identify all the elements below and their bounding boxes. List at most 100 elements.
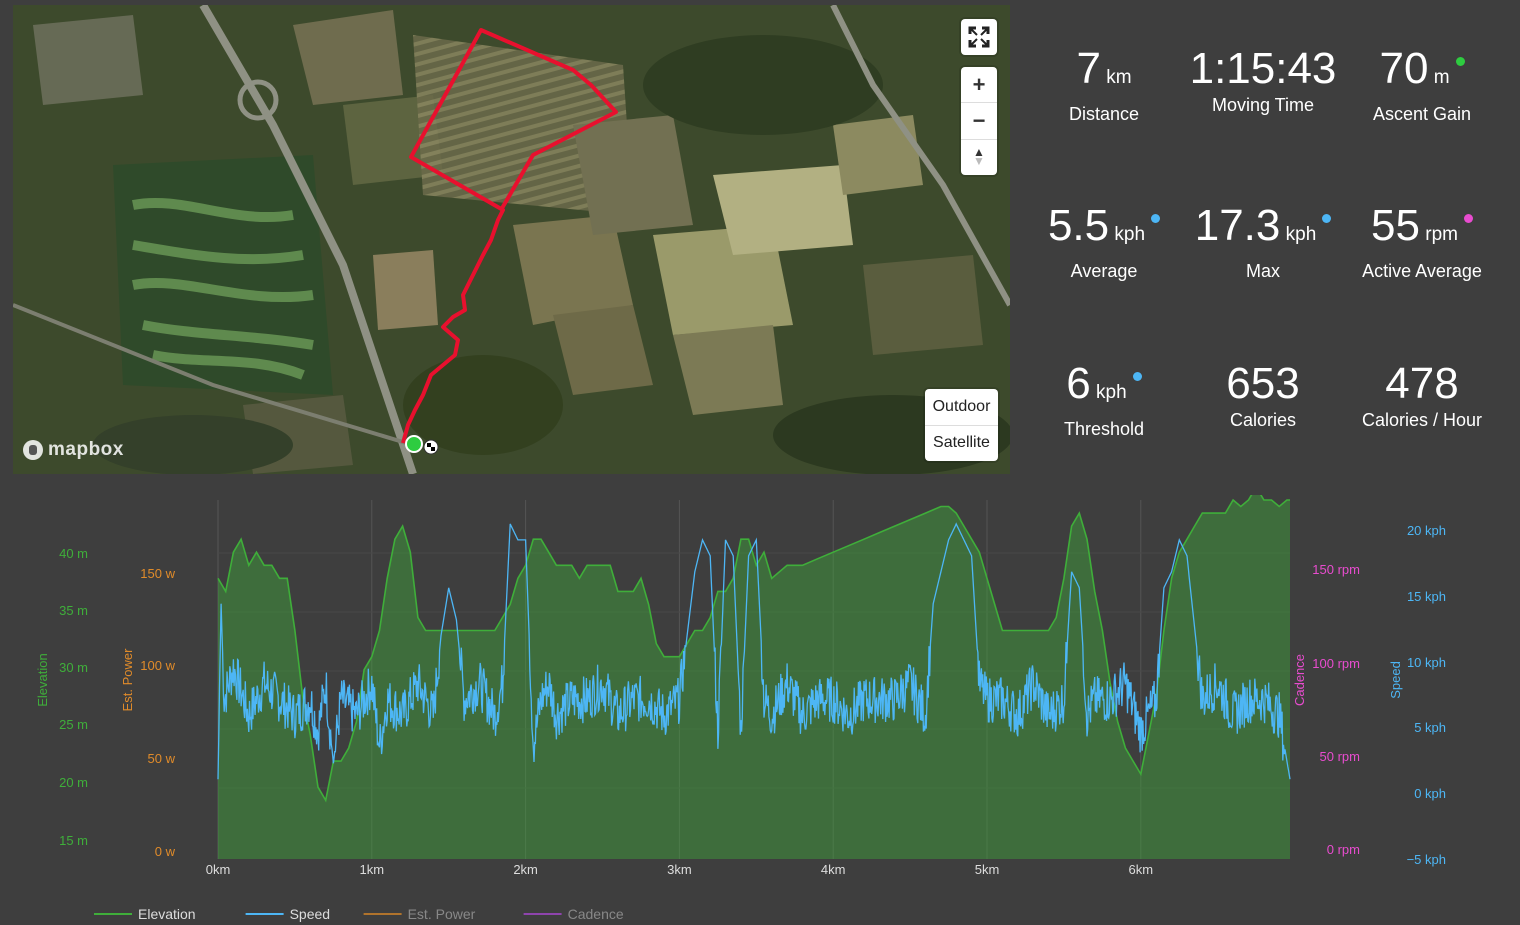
cadence-tick-label: 0 rpm	[1327, 842, 1360, 857]
x-tick-label: 3km	[667, 862, 692, 877]
x-tick-label: 4km	[821, 862, 846, 877]
route-line	[401, 28, 618, 444]
elevation-tick-label: 25 m	[59, 717, 88, 732]
stat-value: 1:15:43	[1183, 45, 1343, 93]
series-color-dot	[1322, 213, 1332, 223]
stat-value: 7 km	[1024, 45, 1184, 102]
elevation-area	[218, 495, 1290, 859]
stat-distance: 7 km Distance	[1024, 45, 1184, 125]
stat-label: Average	[1070, 261, 1138, 281]
series-color-dot	[1455, 56, 1465, 66]
cadence-tick-label: 150 rpm	[1312, 562, 1360, 577]
stat-active-average: 55 rpm Active Average	[1342, 202, 1502, 282]
mapbox-icon	[23, 440, 43, 460]
stat-number: 478	[1385, 359, 1459, 408]
stat-unit: m	[1428, 67, 1450, 88]
style-outdoor-button[interactable]: Outdoor	[925, 389, 998, 426]
activity-chart[interactable]: 0km 1km 2km 3km 4km 5km 6km 15 m 20 m 25 m 30 m 35 …	[0, 495, 1520, 925]
mapbox-wordmark: mapbox	[48, 439, 124, 460]
stat-unit: kph	[1280, 224, 1317, 245]
stat-value: 478	[1342, 360, 1502, 408]
stat-number: 70	[1379, 44, 1429, 93]
x-tick-label: 6km	[1129, 862, 1154, 877]
stat-label: Max	[1245, 261, 1280, 281]
x-tick-label: 5km	[975, 862, 1000, 877]
stat-value: 55 rpm	[1342, 202, 1502, 259]
x-tick-label: 2km	[513, 862, 538, 877]
start-marker	[405, 435, 423, 453]
series-color-dot	[1151, 213, 1161, 223]
cadence-tick-label: 50 rpm	[1320, 749, 1360, 764]
power-tick-label: 0 w	[155, 844, 176, 859]
stat-value: 17.3 kph	[1183, 202, 1343, 259]
speed-tick-label: 15 kph	[1407, 589, 1446, 604]
style-satellite-button[interactable]: Satellite	[933, 434, 990, 452]
stat-label: Threshold	[1063, 419, 1145, 439]
power-tick-label: 150 w	[140, 566, 175, 581]
stat-value: 70 m	[1342, 45, 1502, 102]
mapbox-logo[interactable]: mapbox	[23, 439, 124, 461]
speed-tick-label: 5 kph	[1414, 720, 1446, 735]
legend-item-label: Elevation	[138, 906, 196, 922]
x-tick-label: 0km	[206, 862, 231, 877]
stat-number: 5.5	[1047, 201, 1110, 250]
stat-unit: kph	[1090, 382, 1127, 403]
speed-tick-label: 20 kph	[1407, 523, 1446, 538]
legend-item-label: Est. Power	[408, 906, 476, 922]
legend-item-label: Cadence	[568, 906, 624, 922]
legend-item-label: Speed	[290, 906, 330, 922]
stat-unit: rpm	[1419, 224, 1458, 245]
stat-label: Moving Time	[1211, 95, 1315, 115]
elevation-line	[217, 495, 1290, 803]
stat-value: 6 kph	[1024, 360, 1184, 417]
stat-label: Calories	[1229, 410, 1297, 430]
elevation-tick-label: 30 m	[59, 660, 88, 675]
map-style-switcher: Outdoor Satellite	[925, 389, 998, 461]
stat-number: 55	[1371, 201, 1420, 250]
compass-icon: ▲ ▼	[973, 145, 985, 169]
elevation-axis-title: Elevation	[35, 653, 50, 706]
fullscreen-button[interactable]	[961, 19, 997, 55]
stat-calories-hour: 478 Calories / Hour	[1342, 360, 1502, 431]
series-color-dot	[1463, 213, 1473, 223]
speed-tick-label: 10 kph	[1407, 655, 1446, 670]
speed-axis-title: Speed	[1388, 661, 1403, 699]
cadence-axis-title: Cadence	[1292, 654, 1307, 706]
elevation-tick-label: 15 m	[59, 833, 88, 848]
series-color-dot	[1132, 371, 1142, 381]
speed-tick-label: 0 kph	[1414, 786, 1446, 801]
elevation-tick-label: 40 m	[59, 546, 88, 561]
route-map[interactable]: + − ▲ ▼ Outdoor Satellite mapbox	[13, 5, 1010, 474]
stat-value: 653	[1183, 360, 1343, 408]
stat-number: 1:15:43	[1189, 44, 1337, 93]
elevation-tick-label: 35 m	[59, 603, 88, 618]
stat-value: 5.5 kph	[1024, 202, 1184, 259]
satellite-imagery	[13, 5, 1010, 474]
elevation-tick-label: 20 m	[59, 775, 88, 790]
stat-label: Ascent Gain	[1372, 104, 1472, 124]
speed-tick-label: −5 kph	[1407, 852, 1446, 867]
stat-label: Active Average	[1362, 261, 1482, 281]
stat-average: 5.5 kph Average	[1024, 202, 1184, 282]
stat-unit: km	[1100, 67, 1132, 88]
power-axis-title: Est. Power	[120, 648, 135, 712]
stat-threshold: 6 kph Threshold	[1024, 360, 1184, 440]
stat-moving-time: 1:15:43 Moving Time	[1183, 45, 1343, 116]
stat-label: Calories / Hour	[1361, 410, 1483, 430]
stat-label: Distance	[1068, 104, 1140, 124]
zoom-in-button[interactable]: +	[961, 67, 997, 104]
stat-calories: 653 Calories	[1183, 360, 1343, 431]
stat-number: 17.3	[1194, 201, 1281, 250]
stat-number: 653	[1226, 359, 1300, 408]
compass-button[interactable]: ▲ ▼	[961, 140, 997, 175]
fullscreen-icon	[968, 26, 990, 48]
stat-number: 7	[1076, 44, 1101, 93]
stat-unit: kph	[1109, 224, 1146, 245]
x-tick-label: 1km	[360, 862, 385, 877]
stat-ascent-gain: 70 m Ascent Gain	[1342, 45, 1502, 125]
power-tick-label: 100 w	[140, 658, 175, 673]
speed-line	[217, 522, 1291, 780]
zoom-out-button[interactable]: −	[961, 103, 997, 140]
power-tick-label: 50 w	[148, 751, 176, 766]
stat-max: 17.3 kph Max	[1183, 202, 1343, 282]
